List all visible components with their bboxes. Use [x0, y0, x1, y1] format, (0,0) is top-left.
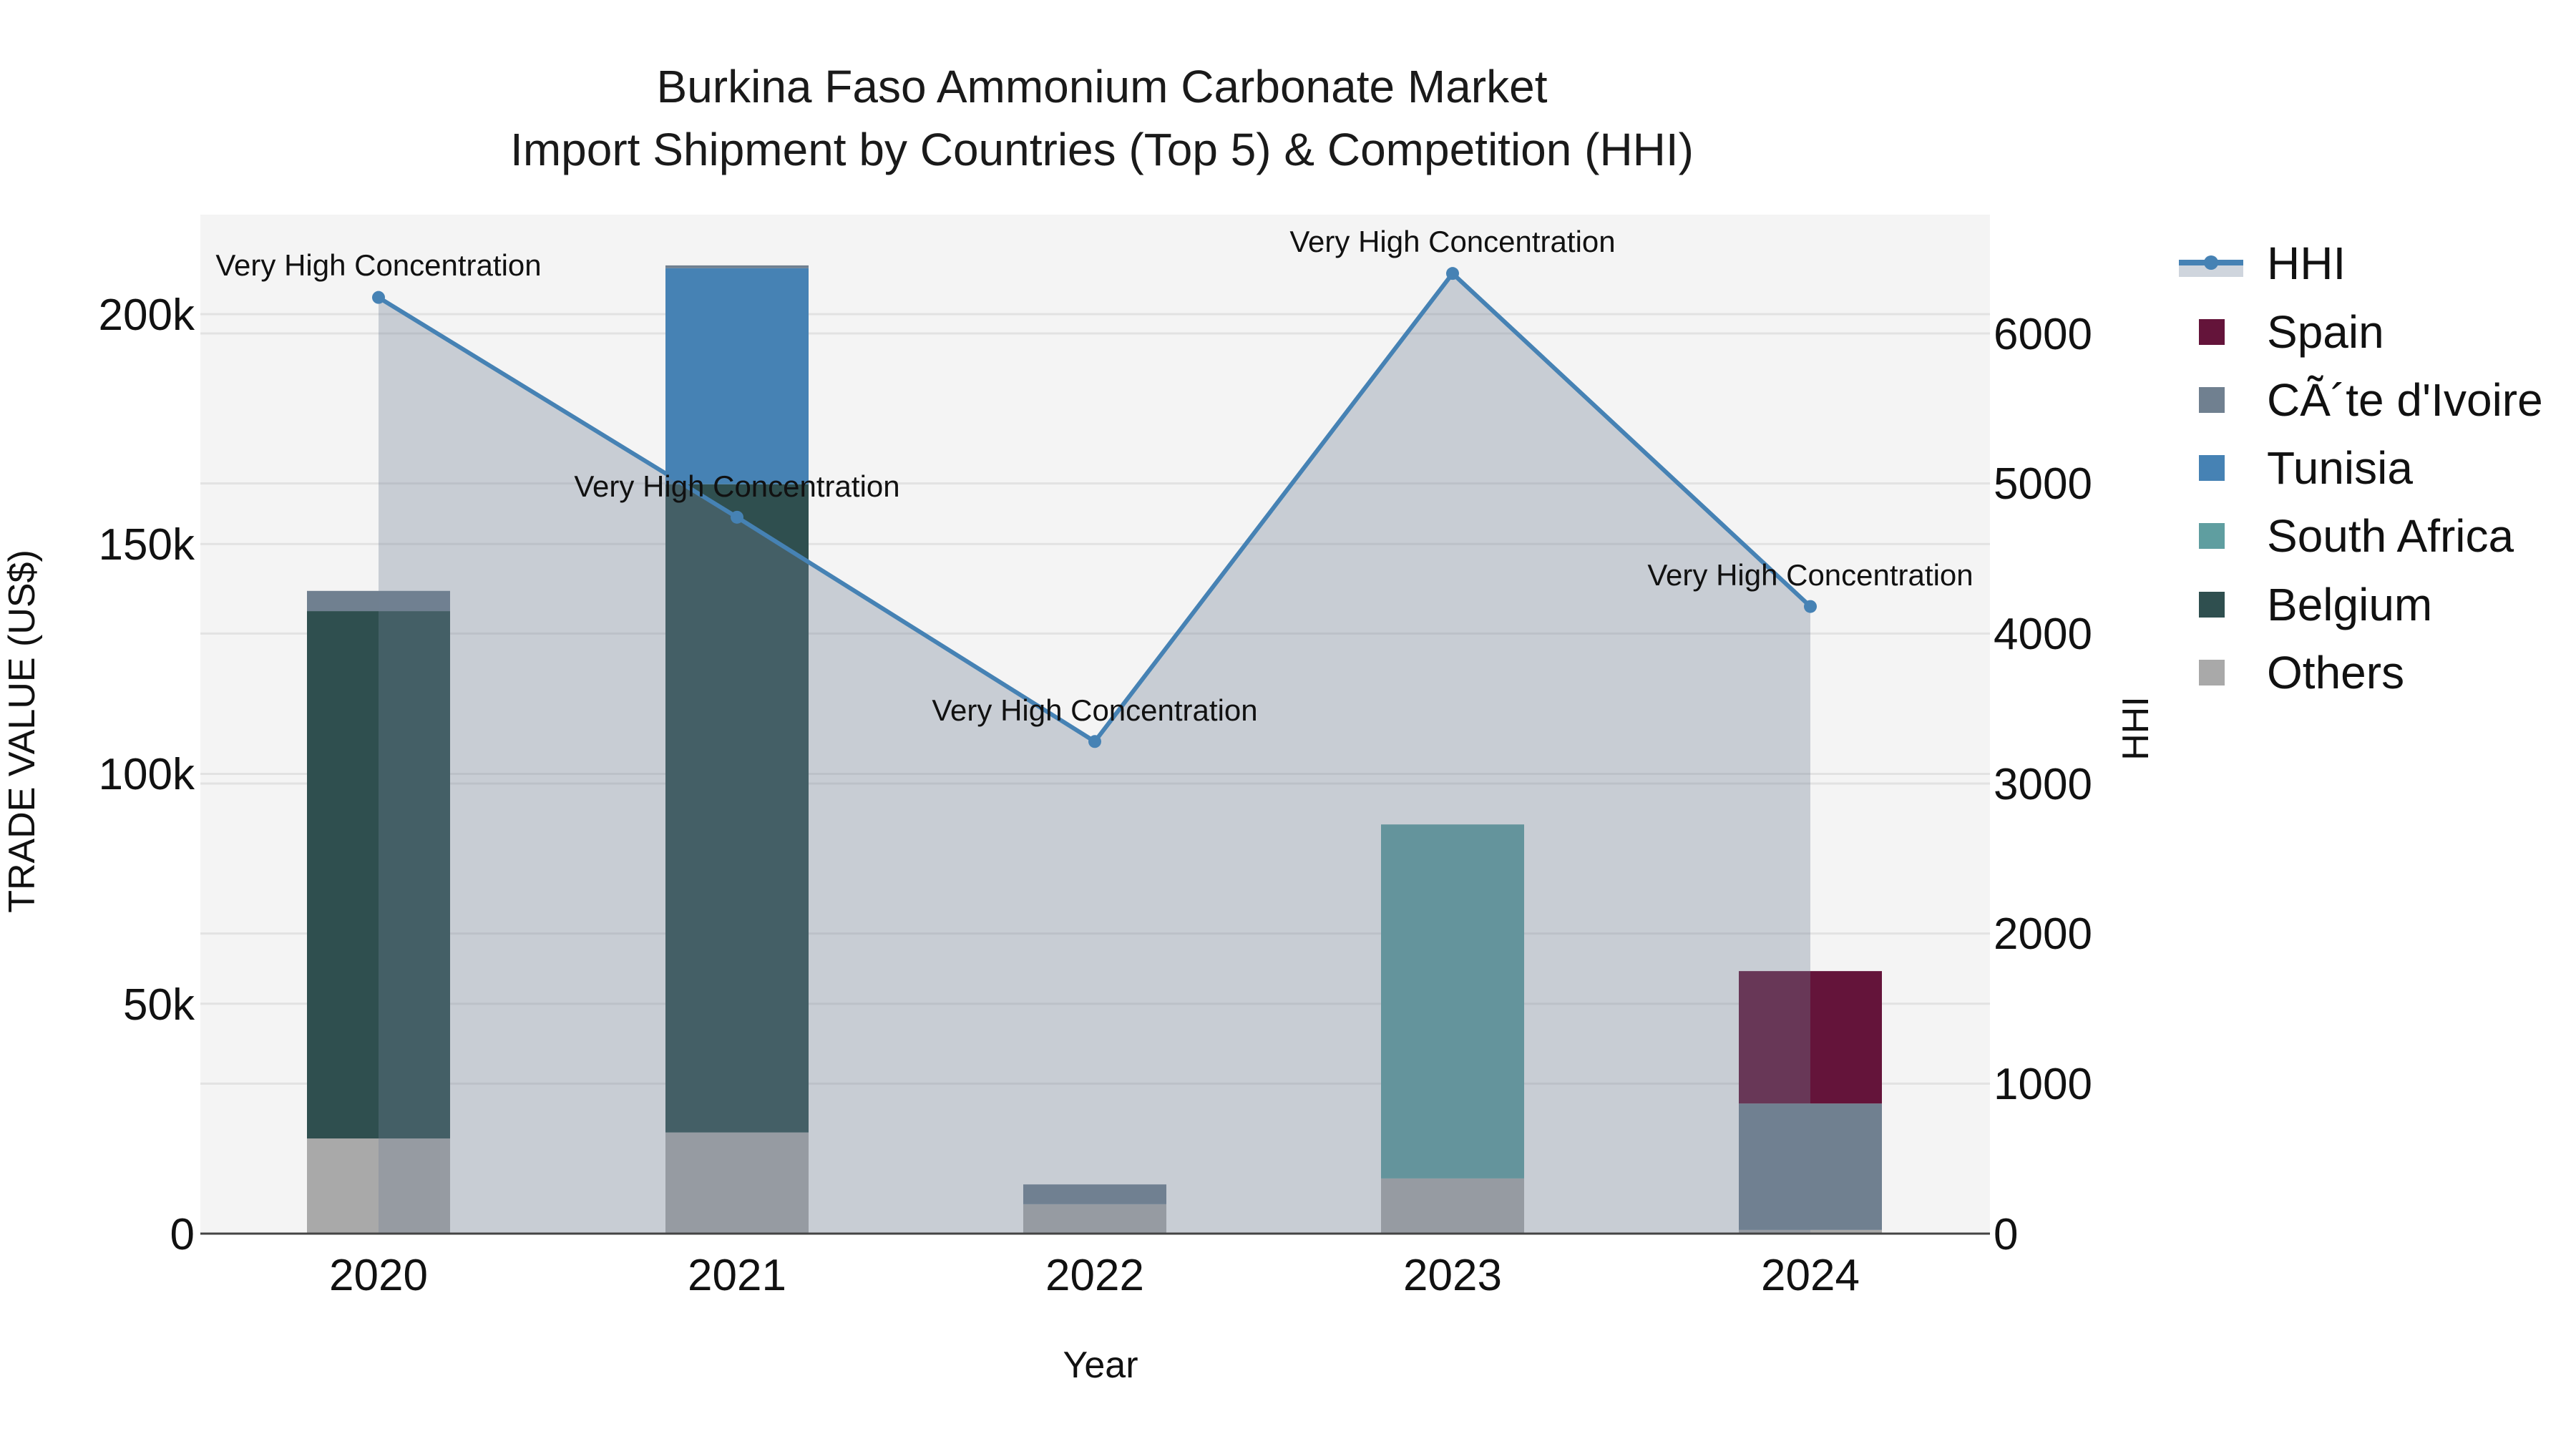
- legend-label: Others: [2267, 647, 2404, 698]
- y-right-tick: 0: [1994, 1210, 2018, 1259]
- bars-group: [307, 265, 1882, 1234]
- hhi-marker-2024[interactable]: [1804, 600, 1817, 613]
- y-left-tick: 150k: [99, 520, 195, 570]
- hhi-marker-2020[interactable]: [372, 291, 385, 304]
- annotations: Very High Concentration Very High Concen…: [215, 225, 1973, 727]
- legend-swatch-icon: [2199, 660, 2225, 686]
- legend-swatch-icon: [2199, 319, 2225, 345]
- annotation-2021: Very High Concentration: [574, 469, 899, 503]
- bar-segment-belgium-2021[interactable]: [665, 484, 809, 1133]
- legend-swatch-icon: [2199, 523, 2225, 549]
- chart-title-line1: Burkina Faso Ammonium Carbonate Market: [657, 61, 1548, 112]
- y-right-tick: 2000: [1994, 909, 2092, 959]
- y-left-tick: 100k: [99, 750, 195, 799]
- y-right-tick: 6000: [1994, 310, 2092, 359]
- legend-item-spain[interactable]: Spain: [2199, 306, 2384, 358]
- bar-segment-c-te-d-ivoire-2022[interactable]: [1023, 1184, 1166, 1204]
- x-tick: 2020: [329, 1251, 428, 1300]
- bar-segment-others-2020[interactable]: [307, 1138, 450, 1234]
- legend-item-others[interactable]: Others: [2199, 647, 2404, 698]
- legend-label: Belgium: [2267, 579, 2432, 630]
- legend-item-belgium[interactable]: Belgium: [2199, 579, 2432, 630]
- x-axis-title: Year: [1063, 1345, 1138, 1386]
- legend-hhi-marker-icon: [2204, 255, 2218, 270]
- annotation-2022: Very High Concentration: [932, 693, 1257, 727]
- y-left-axis-title: TRADE VALUE (US$): [1, 550, 43, 913]
- legend-item-cote-divoire[interactable]: CÃ´te d'Ivoire: [2199, 374, 2543, 426]
- legend-label: CÃ´te d'Ivoire: [2267, 374, 2543, 426]
- annotation-2024: Very High Concentration: [1647, 558, 1973, 592]
- y-left-tick: 50k: [123, 980, 195, 1030]
- bar-segment-c-te-d-ivoire-2021[interactable]: [665, 265, 809, 268]
- y-right-ticks: 0 1000 2000 3000 4000 5000 6000: [1994, 310, 2092, 1259]
- x-tick: 2021: [688, 1251, 786, 1300]
- x-tick: 2024: [1761, 1251, 1860, 1300]
- annotation-2020: Very High Concentration: [215, 248, 541, 282]
- legend-label: HHI: [2267, 238, 2346, 289]
- legend-label: Tunisia: [2267, 442, 2413, 494]
- x-tick: 2022: [1045, 1251, 1144, 1300]
- y-right-tick: 1000: [1994, 1060, 2092, 1109]
- y-right-tick: 4000: [1994, 610, 2092, 659]
- legend-swatch-icon: [2199, 592, 2225, 618]
- legend-item-south-africa[interactable]: South Africa: [2199, 510, 2514, 562]
- x-ticks: 2020 2021 2022 2023 2024: [329, 1251, 1860, 1300]
- legend-swatch-icon: [2199, 455, 2225, 481]
- bar-segment-others-2023[interactable]: [1381, 1178, 1524, 1234]
- gridlines: [200, 313, 1990, 1085]
- legend-label: Spain: [2267, 306, 2384, 358]
- bar-segment-others-2021[interactable]: [665, 1132, 809, 1234]
- hhi-marker-2021[interactable]: [731, 510, 743, 524]
- bar-segment-belgium-2020[interactable]: [307, 611, 450, 1139]
- bar-segment-others-2024[interactable]: [1739, 1229, 1882, 1234]
- y-right-axis-title: HHI: [2115, 696, 2157, 761]
- legend-item-tunisia[interactable]: Tunisia: [2199, 442, 2413, 494]
- y-left-tick: 200k: [99, 291, 195, 340]
- bar-segment-others-2022[interactable]: [1023, 1204, 1166, 1234]
- hhi-series: [372, 267, 1817, 1234]
- chart-title-line2: Import Shipment by Countries (Top 5) & C…: [510, 124, 1694, 175]
- annotation-2023: Very High Concentration: [1289, 225, 1615, 258]
- legend-swatch-icon: [2199, 387, 2225, 413]
- y-left-ticks: 0 50k 100k 150k 200k: [99, 291, 195, 1259]
- y-right-tick: 5000: [1994, 459, 2092, 509]
- bar-segment-spain-2024[interactable]: [1739, 971, 1882, 1104]
- legend: HHI Spain CÃ´te d'Ivoire Tunisia South A…: [2179, 238, 2543, 698]
- x-tick: 2023: [1403, 1251, 1502, 1300]
- plot-area: [200, 215, 1990, 1234]
- y-left-tick: 0: [170, 1210, 195, 1259]
- y-right-tick: 3000: [1994, 760, 2092, 809]
- hhi-marker-2022[interactable]: [1088, 735, 1101, 748]
- bar-segment-tunisia-2021[interactable]: [665, 268, 809, 484]
- hhi-area: [379, 273, 1810, 1234]
- bar-segment-c-te-d-ivoire-2024[interactable]: [1739, 1103, 1882, 1230]
- hhi-marker-2023[interactable]: [1446, 267, 1459, 280]
- legend-item-hhi[interactable]: HHI: [2179, 238, 2346, 289]
- legend-label: South Africa: [2267, 510, 2514, 562]
- bar-segment-south-africa-2023[interactable]: [1381, 824, 1524, 1179]
- bar-segment-c-te-d-ivoire-2020[interactable]: [307, 590, 450, 612]
